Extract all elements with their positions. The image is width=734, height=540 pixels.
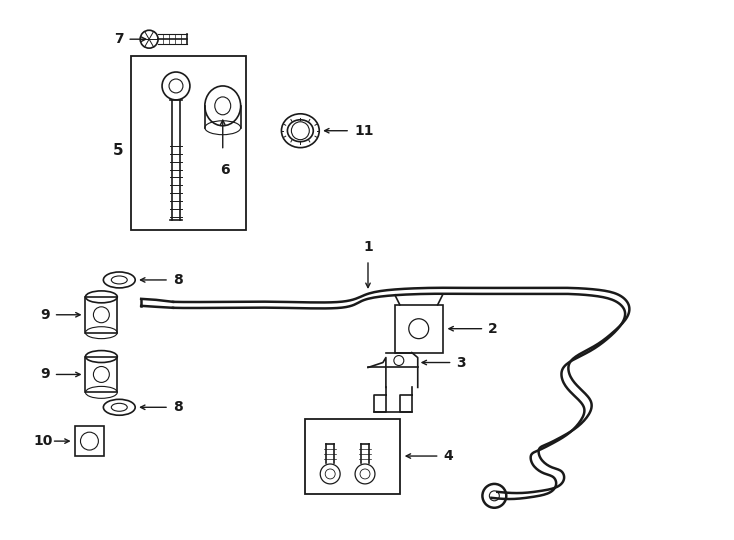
Text: 9: 9 (40, 308, 50, 322)
Text: 11: 11 (354, 124, 374, 138)
Text: 8: 8 (173, 273, 183, 287)
Text: 2: 2 (488, 322, 498, 336)
Bar (395, 305, 443, 353)
Bar (85, 297, 117, 333)
Bar (131, 56, 246, 230)
Text: 4: 4 (443, 449, 454, 463)
Text: 7: 7 (114, 32, 123, 46)
Bar (75, 426, 104, 456)
Text: 10: 10 (34, 434, 53, 448)
Bar (85, 356, 117, 393)
Text: 9: 9 (40, 367, 50, 381)
Text: 3: 3 (457, 355, 466, 369)
Text: 8: 8 (173, 400, 183, 414)
Bar (305, 419, 400, 494)
Text: 5: 5 (112, 143, 123, 158)
Text: 6: 6 (220, 163, 230, 177)
Text: 1: 1 (363, 240, 373, 254)
